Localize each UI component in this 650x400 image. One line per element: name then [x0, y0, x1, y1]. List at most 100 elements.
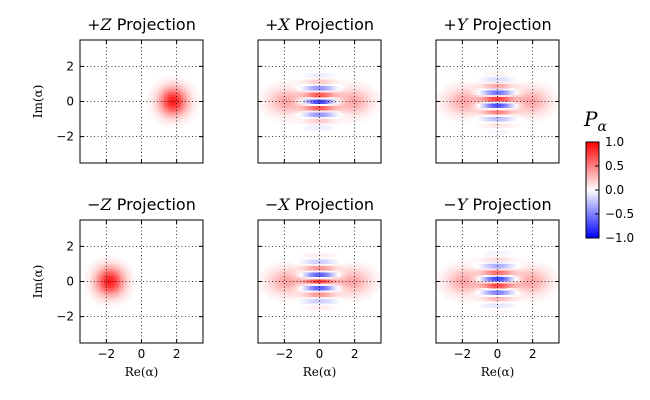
heatmap-cell [504, 97, 507, 100]
heatmap-cell [526, 116, 529, 120]
heatmap-cell [301, 259, 305, 263]
heatmap-cell [486, 99, 490, 102]
heatmap-cell [301, 279, 305, 282]
heatmap-cell [167, 77, 171, 80]
heatmap-cell [554, 90, 558, 94]
heatmap-cell [517, 97, 520, 100]
heatmap-cell [350, 121, 353, 124]
heatmap-cell [159, 88, 162, 91]
heatmap-cell [499, 272, 503, 276]
heatmap-cell [339, 99, 342, 102]
heatmap-cell [446, 277, 450, 280]
heatmap-cell [506, 116, 509, 120]
heatmap-cell [185, 90, 188, 94]
heatmap-cell [537, 83, 540, 87]
heatmap-cell [363, 261, 366, 265]
heatmap-cell [521, 285, 525, 289]
heatmap-cell [479, 101, 483, 104]
heatmap-cell [126, 294, 129, 298]
heatmap-cell [275, 261, 279, 265]
heatmap-cell [370, 296, 373, 300]
heatmap-cell [543, 268, 547, 271]
heatmap-cell [449, 112, 452, 115]
heatmap-cell [515, 83, 518, 87]
heatmap-cell [350, 285, 353, 289]
heatmap-cell [462, 90, 465, 94]
heatmap-cell [532, 121, 536, 124]
heatmap-cell [539, 270, 542, 274]
heatmap-cell [181, 119, 184, 122]
heatmap-cell [528, 119, 531, 122]
heatmap-cell [308, 105, 312, 109]
heatmap-cell [304, 72, 307, 76]
heatmap-cell [95, 270, 98, 274]
heatmap-cell [442, 268, 446, 271]
heatmap-cell [95, 281, 98, 284]
heatmap-cell [473, 88, 476, 91]
heatmap-cell [170, 101, 173, 104]
heatmap-cell [512, 270, 516, 274]
heatmap-cell [495, 105, 498, 109]
heatmap-cell [284, 81, 287, 85]
heatmap-cell [112, 272, 116, 276]
heatmap-cell [490, 92, 494, 96]
heatmap-cell [295, 292, 298, 295]
heatmap-cell [550, 272, 553, 276]
y-tick-label: 2 [66, 59, 74, 73]
heatmap-cell [321, 266, 325, 269]
heatmap-cell [319, 75, 322, 78]
heatmap-cell [466, 281, 470, 284]
heatmap-cell [436, 288, 439, 291]
heatmap-cell [479, 116, 483, 120]
heatmap-cell [534, 268, 538, 271]
heatmap-cell [449, 108, 452, 111]
heatmap-cell [170, 110, 173, 113]
heatmap-cell [304, 292, 307, 295]
heatmap-cell [521, 94, 525, 98]
heatmap-cell [301, 261, 305, 265]
heatmap-cell [178, 121, 182, 124]
heatmap-cell [277, 288, 281, 291]
heatmap-cell [312, 270, 316, 274]
heatmap-cell [328, 266, 331, 269]
heatmap-cell [323, 101, 327, 104]
heatmap-cell [464, 290, 468, 293]
heatmap-cell [521, 259, 525, 263]
heatmap-cell [361, 294, 364, 298]
heatmap-cell [282, 292, 285, 295]
heatmap-cell [378, 272, 382, 276]
heatmap-cell [268, 105, 272, 109]
heatmap-cell [332, 75, 336, 78]
heatmap-cell [348, 99, 351, 102]
heatmap-cell [521, 114, 525, 118]
heatmap-cell [350, 105, 353, 109]
heatmap-cell [453, 263, 457, 267]
heatmap-cell [334, 119, 338, 122]
heatmap-cell [110, 272, 114, 276]
heatmap-cell [268, 296, 272, 300]
heatmap-cell [363, 90, 366, 94]
heatmap-cell [328, 252, 331, 256]
heatmap-cell [170, 88, 173, 91]
heatmap-cell [88, 268, 92, 271]
heatmap-cell [363, 119, 366, 122]
heatmap-cell [130, 288, 134, 291]
heatmap-cell [301, 263, 305, 267]
heatmap-cell [301, 114, 305, 118]
heatmap-cell [273, 270, 276, 274]
heatmap-cell [468, 99, 472, 102]
heatmap-cell [156, 90, 160, 94]
heatmap-cell [321, 259, 325, 263]
heatmap-cell [462, 279, 465, 282]
heatmap-cell [453, 114, 457, 118]
heatmap-cell [282, 99, 285, 102]
heatmap-cell [453, 92, 457, 96]
heatmap-cell [488, 119, 492, 122]
heatmap-cell [301, 88, 305, 91]
heatmap-cell [159, 92, 162, 96]
heatmap-cell [361, 110, 364, 113]
heatmap-cell [471, 94, 474, 98]
heatmap-cell [301, 272, 305, 276]
heatmap-cell [495, 250, 498, 254]
heatmap-cell [510, 86, 514, 89]
